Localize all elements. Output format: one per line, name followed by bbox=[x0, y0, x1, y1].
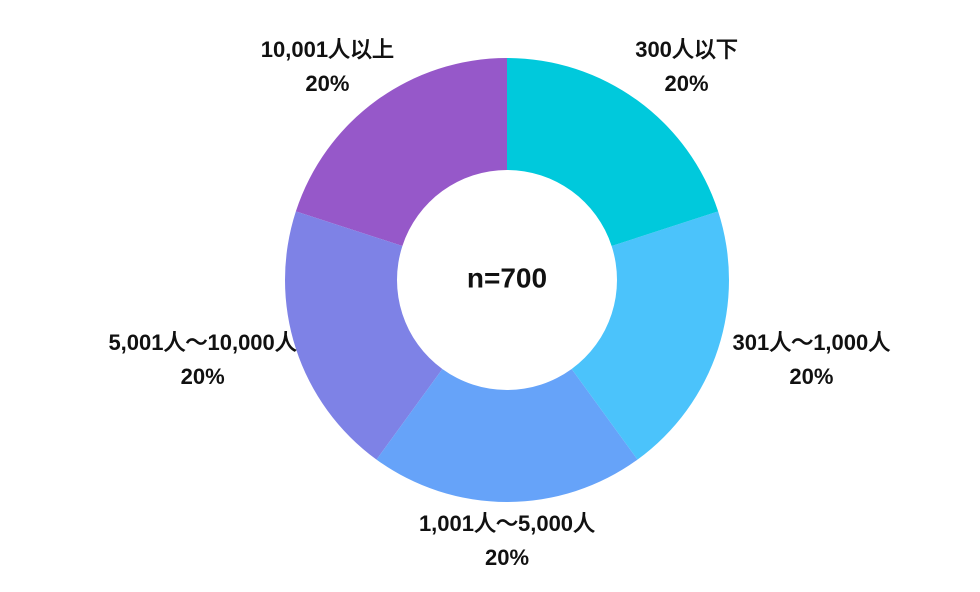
category-label: 1,001人～5,000人 bbox=[419, 511, 595, 536]
category-label: 5,001人～10,000人 bbox=[108, 330, 296, 355]
value-label: 20% bbox=[181, 364, 225, 389]
donut-segment bbox=[295, 58, 507, 247]
value-label: 20% bbox=[485, 545, 529, 570]
value-label: 20% bbox=[305, 71, 349, 96]
value-label: 20% bbox=[665, 71, 709, 96]
category-label: 301人～1,000人 bbox=[732, 330, 890, 355]
category-label: 10,001人以上 bbox=[261, 37, 394, 62]
donut-segment bbox=[507, 58, 719, 247]
value-label: 20% bbox=[789, 364, 833, 389]
donut-segment bbox=[571, 211, 729, 460]
donut-segment bbox=[285, 211, 443, 460]
donut-segment bbox=[376, 368, 638, 503]
category-label: 300人以下 bbox=[635, 37, 738, 62]
center-label: n=700 bbox=[467, 262, 547, 293]
